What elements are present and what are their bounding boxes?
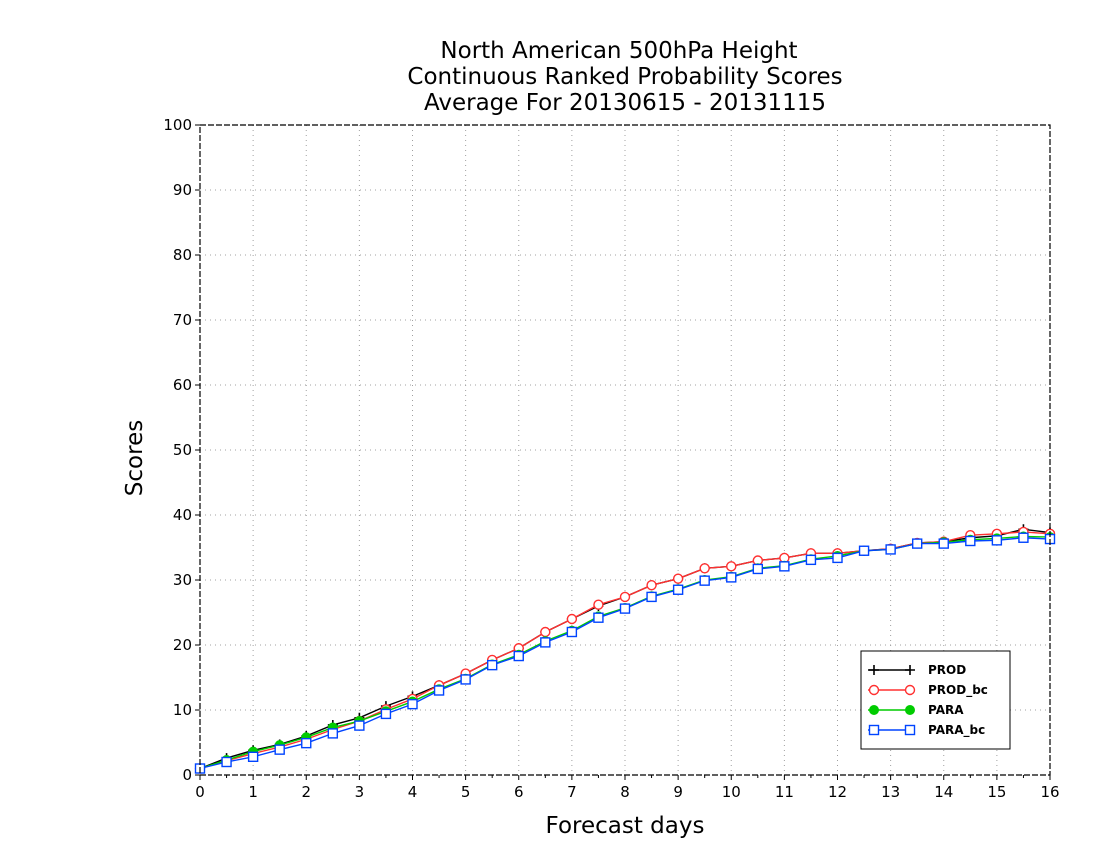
legend-label: PROD — [928, 663, 966, 677]
data-point-para-bc — [938, 538, 949, 549]
x-tick-label: 1 — [248, 783, 258, 801]
data-point-para-bc — [593, 612, 604, 623]
y-tick-label: 100 — [163, 116, 192, 134]
legend-swatch-marker — [869, 705, 879, 715]
x-tick-label: 10 — [722, 783, 741, 801]
data-point-para-bc — [805, 554, 817, 566]
x-tick-label: 7 — [567, 783, 577, 801]
legend-swatch-marker — [904, 684, 916, 696]
series-para-bc — [194, 532, 1056, 774]
data-point-para-bc — [221, 756, 232, 768]
y-tick-label: 70 — [173, 311, 192, 329]
legend-label: PARA — [928, 703, 964, 717]
data-point-para-bc — [885, 544, 896, 555]
data-point-prod-bc — [726, 561, 737, 572]
x-tick-label: 8 — [620, 783, 630, 801]
legend-item-para-bc: PARA_bc — [868, 723, 985, 738]
legend-box — [860, 650, 1011, 750]
y-tick-label: 90 — [173, 181, 192, 199]
data-point-para-bc — [646, 591, 657, 603]
data-point-para-bc — [486, 659, 498, 671]
data-point-para-bc — [965, 535, 976, 547]
legend-item-prod-bc: PROD_bc — [868, 683, 988, 698]
y-axis-label: Scores — [122, 420, 148, 496]
data-point-para-bc — [699, 575, 710, 586]
data-point-prod-bc — [699, 563, 710, 574]
legend: PROD PROD_bc PARA PARA_bc — [860, 650, 1011, 750]
data-point-prod-bc — [619, 591, 631, 603]
data-point-prod-bc — [672, 573, 684, 584]
legend-swatch-marker — [868, 724, 880, 736]
data-point-para-bc — [407, 698, 418, 710]
x-tick-label: 14 — [934, 783, 953, 801]
x-tick-label: 12 — [828, 783, 847, 801]
chart-title-line-2: Continuous Ranked Probability Scores — [407, 64, 842, 90]
x-tick-label: 4 — [408, 783, 418, 801]
data-point-para-bc — [327, 728, 339, 739]
data-point-para-bc — [832, 552, 843, 564]
x-tick-label: 5 — [461, 783, 471, 801]
data-point-para-bc — [858, 545, 870, 556]
legend-label: PARA_bc — [928, 723, 985, 738]
legend-label: PROD_bc — [928, 683, 988, 698]
data-series — [194, 524, 1056, 774]
x-tick-label: 3 — [355, 783, 365, 801]
x-tick-label: 9 — [673, 783, 683, 801]
y-tick-label: 60 — [173, 376, 192, 394]
y-tick-label: 30 — [173, 571, 192, 589]
data-point-para-bc — [354, 720, 365, 731]
grid-lines — [200, 125, 1050, 775]
x-tick-label: 11 — [775, 783, 794, 801]
axis-ticks: 0 1 2 3 4 5 6 7 8 9 10 11 12 13 14 15 160102030405060708… — [163, 116, 1059, 801]
chart-title-line-3: Average For 20130615 - 20131115 — [424, 90, 826, 116]
data-point-para-bc — [513, 650, 524, 662]
legend-swatch-marker — [868, 684, 880, 696]
x-axis-label: Forecast days — [546, 813, 705, 839]
data-point-prod-bc — [593, 599, 604, 610]
data-point-para-bc — [460, 674, 471, 685]
data-point-para-bc — [779, 561, 790, 572]
chart-title-line-1: North American 500hPa Height — [440, 38, 797, 64]
y-tick-label: 0 — [182, 766, 192, 784]
data-point-para-bc — [274, 744, 285, 755]
x-tick-label: 2 — [301, 783, 311, 801]
legend-swatch-marker — [905, 665, 915, 675]
y-tick-label: 80 — [173, 246, 192, 264]
x-tick-label: 13 — [881, 783, 900, 801]
data-point-prod-bc — [646, 580, 657, 591]
data-point-para-bc — [301, 737, 312, 749]
data-point-para-bc — [911, 538, 923, 549]
data-point-prod-bc — [540, 626, 551, 638]
y-tick-label: 10 — [173, 701, 192, 719]
data-point-para-bc — [247, 751, 259, 762]
x-tick-label: 0 — [195, 783, 205, 801]
x-tick-label: 15 — [987, 783, 1006, 801]
data-point-para-bc — [380, 708, 392, 720]
data-point-para-bc — [619, 603, 631, 614]
plot-frame — [199, 124, 1051, 776]
data-point-para-bc — [991, 535, 1003, 546]
data-point-prod-bc — [566, 613, 578, 625]
data-point-para-bc — [566, 626, 578, 638]
x-tick-label: 16 — [1040, 783, 1059, 801]
y-tick-label: 20 — [173, 636, 192, 654]
data-point-para-bc — [672, 584, 684, 595]
y-tick-label: 50 — [173, 441, 192, 459]
legend-swatch-marker — [905, 705, 915, 715]
legend-item-para: PARA — [868, 703, 964, 717]
chart-title: North American 500hPa Height Continuous … — [407, 38, 842, 116]
x-tick-label: 6 — [514, 783, 524, 801]
data-point-para-bc — [433, 685, 445, 696]
data-point-para-bc — [1018, 532, 1029, 543]
y-tick-label: 40 — [173, 506, 192, 524]
data-point-para-bc — [726, 572, 737, 583]
data-point-para-bc — [752, 563, 764, 575]
legend-swatch-marker — [904, 724, 916, 736]
legend-swatch-marker — [869, 665, 879, 675]
legend-item-prod: PROD — [868, 663, 966, 677]
data-point-para-bc — [540, 637, 551, 648]
